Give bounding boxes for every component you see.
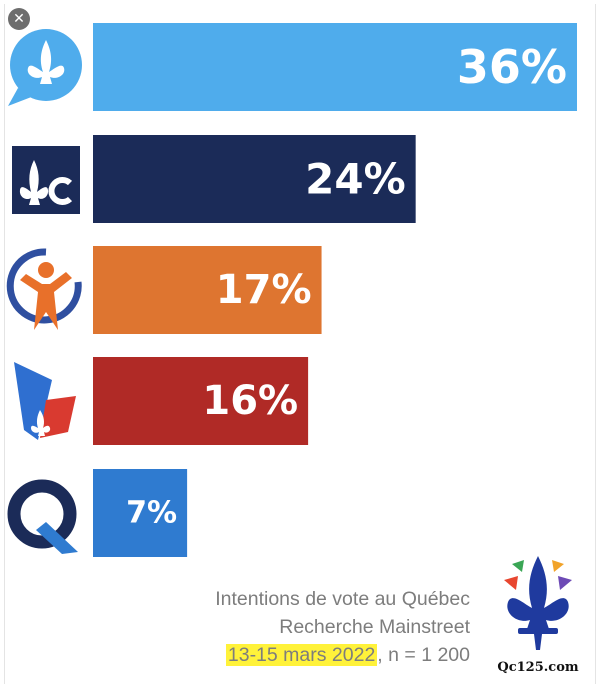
caption-title: Intentions de vote au Québec	[215, 588, 470, 610]
bar-plq	[93, 135, 416, 223]
pcq-logo-icon	[7, 479, 78, 554]
fleur-de-lis-icon	[504, 556, 572, 650]
bar-value-label: 16%	[202, 378, 298, 424]
bar-chart: 36% 24% 17% 16% 7%	[6, 23, 577, 557]
caption-date: 13-15 mars 2022	[225, 644, 378, 666]
bar-value-label: 24%	[305, 155, 406, 204]
bar-pq	[93, 357, 309, 445]
caption-sample: , n = 1 200	[377, 644, 470, 666]
bar-qs	[93, 246, 322, 334]
site-name: Qc125.com	[497, 660, 579, 675]
bar-caq	[93, 23, 577, 111]
caption-source: Recherche Mainstreet	[279, 616, 470, 638]
chart-frame	[4, 4, 596, 684]
party-logos	[6, 29, 82, 554]
qs-logo-icon	[6, 248, 82, 330]
plq-logo-icon	[12, 146, 80, 214]
bar-value-label: 7%	[126, 496, 177, 531]
bar-value-label: 17%	[216, 267, 312, 313]
bars: 36% 24% 17% 16% 7%	[93, 23, 577, 557]
close-icon[interactable]: ✕	[8, 8, 30, 30]
bar-pcq	[93, 469, 188, 557]
bar-value-label: 36%	[457, 40, 567, 94]
caption-date-line: 13-15 mars 2022, n = 1 200	[130, 641, 470, 669]
caq-logo-icon	[8, 29, 82, 106]
chart-caption: Intentions de vote au Québec Recherche M…	[130, 585, 470, 669]
pq-logo-icon	[14, 362, 76, 440]
